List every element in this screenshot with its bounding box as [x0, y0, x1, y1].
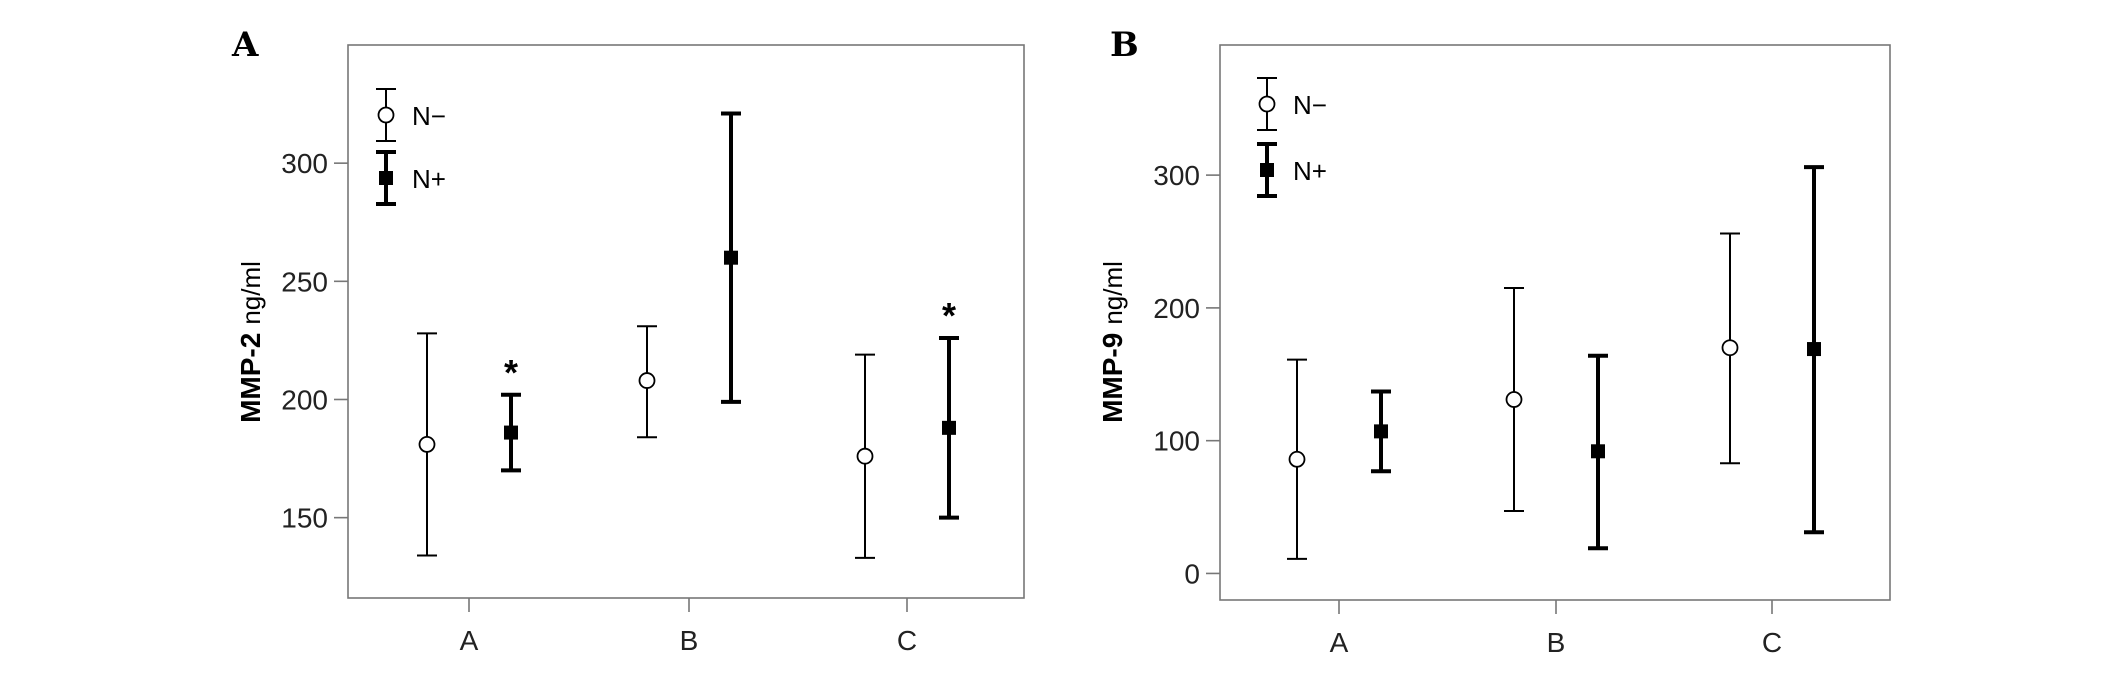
- mean-point: [724, 250, 738, 265]
- y-axis-label: MMP-9 ng/ml: [1097, 261, 1128, 423]
- y-tick-label: 300: [1153, 160, 1200, 191]
- mean-point: [1374, 424, 1388, 439]
- mean-point: [1721, 339, 1739, 357]
- mean-point: [1807, 342, 1821, 357]
- legend-item: N−: [1257, 77, 1327, 131]
- mean-point: [418, 435, 436, 453]
- x-tick-label: B: [680, 625, 699, 656]
- legend-label: N+: [1293, 156, 1327, 186]
- y-axis-label-main: MMP-9: [1097, 333, 1128, 423]
- panel-b: B 0 100 200 300 A B C MMP-9 ng/ml N− N+: [1097, 25, 1891, 658]
- legend-label: N−: [1293, 90, 1327, 120]
- legend-item: N+: [1257, 142, 1327, 198]
- y-axis-label-unit: ng/ml: [236, 261, 266, 325]
- plot-frame: [347, 44, 1025, 599]
- x-tick-label: C: [897, 625, 917, 656]
- mean-point: [1288, 450, 1306, 468]
- legend-item: N−: [376, 88, 446, 142]
- mean-point: [1505, 391, 1523, 408]
- y-tick-label: 250: [281, 266, 328, 297]
- y-axis-label-unit: ng/ml: [1098, 261, 1128, 325]
- mean-point: [1591, 444, 1605, 459]
- x-tick-label: C: [1762, 627, 1782, 658]
- legend-marker: [1258, 95, 1276, 113]
- x-tick-label: B: [1547, 627, 1566, 658]
- legend-label: N−: [412, 101, 446, 131]
- y-tick-label: 0: [1184, 558, 1200, 589]
- mean-point: [856, 447, 874, 465]
- y-tick-label: 100: [1153, 426, 1200, 457]
- y-tick-label: 300: [281, 148, 328, 179]
- legend-marker: [377, 106, 395, 124]
- mean-point: [504, 425, 518, 440]
- x-tick-label: A: [460, 625, 479, 656]
- x-tick-label: A: [1330, 627, 1349, 658]
- significance-marker: *: [504, 352, 518, 393]
- legend-label: N+: [412, 164, 446, 194]
- legend-item: N+: [376, 150, 446, 206]
- y-axis-label: MMP-2 ng/ml: [235, 261, 266, 423]
- legend-marker: [1260, 163, 1274, 177]
- y-tick-label: 200: [1153, 293, 1200, 324]
- y-tick-label: 150: [281, 503, 328, 534]
- significance-marker: *: [942, 295, 956, 336]
- mean-point: [638, 372, 656, 389]
- panel-letter: B: [1110, 25, 1139, 65]
- series-n-plus: [501, 111, 959, 520]
- legend-marker: [379, 171, 393, 185]
- panel-a: A 150 200 250 300 A B C MMP-2 ng/ml * * N− N+: [231, 25, 1025, 656]
- panel-letter: A: [231, 25, 259, 65]
- series-n-plus: [1371, 165, 1824, 551]
- series-n-minus: [1287, 232, 1740, 560]
- y-axis-label-main: MMP-2: [235, 333, 266, 423]
- plot-frame: [1219, 44, 1891, 601]
- mean-point: [942, 420, 956, 435]
- series-n-minus: [417, 325, 875, 559]
- y-tick-label: 200: [281, 384, 328, 415]
